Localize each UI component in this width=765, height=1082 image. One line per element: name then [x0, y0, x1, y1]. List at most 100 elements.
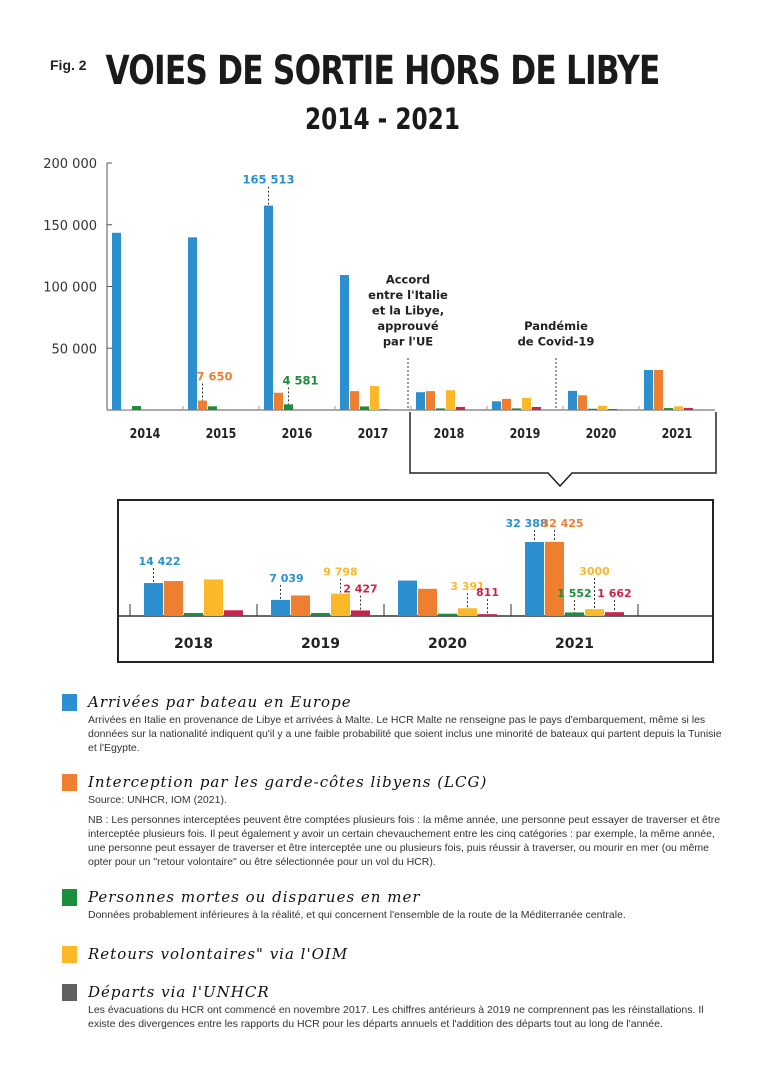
bar-2017-series-1: [350, 391, 359, 410]
annotation-text: Pandémie: [524, 319, 588, 333]
detail-bar-2020-series-1: [418, 588, 437, 616]
bar-2016-series-1: [274, 392, 283, 410]
figure-label: Fig. 2: [50, 57, 87, 73]
bar-2015-series-1: [198, 400, 207, 410]
bar-2020-series-3: [598, 405, 607, 410]
y-tick-label: 100 000: [43, 281, 97, 296]
detail-bar-2019-series-3: [331, 593, 350, 616]
bar-2015-series-0: [188, 237, 197, 410]
annotation-text: entre l'Italie: [368, 288, 448, 302]
annotation-text: par l'UE: [383, 335, 433, 349]
legend-item-unhcr-departures: Départs via l'UNHCR Les évacuations du H…: [62, 982, 727, 1031]
bar-2019-series-1: [502, 398, 511, 410]
legend-title: Arrivées par bateau en Europe: [88, 693, 352, 711]
bar-2019-series-2: [512, 408, 521, 410]
bar-2018-series-4: [456, 406, 465, 410]
detail-bar-2020-series-4: [478, 614, 497, 616]
detail-bar-2020-series-2: [438, 613, 457, 616]
chart-title: VOIES DE SORTIE HORS DE LIBYE: [105, 48, 660, 94]
detail-bar-2018-series-4: [224, 610, 243, 616]
annotation-text: Accord: [386, 273, 430, 287]
data-label: 165 513: [242, 173, 294, 187]
bar-2018-series-3: [446, 390, 455, 410]
data-label: 7 650: [196, 370, 232, 384]
legend-swatch: [62, 984, 77, 1001]
bar-2020-series-0: [568, 390, 577, 410]
legend-swatch: [62, 889, 77, 906]
legend-body: Les évacuations du HCR ont commencé en n…: [88, 1004, 704, 1030]
detail-bar-2018-series-1: [164, 581, 183, 616]
detail-frame: [117, 499, 714, 663]
bar-2020-series-1: [578, 395, 587, 410]
legend-body: NB : Les personnes interceptées peuvent …: [88, 814, 721, 868]
bar-2016-series-0: [264, 205, 273, 410]
legend-swatch: [62, 694, 77, 711]
detail-bar-2021-series-1: [545, 541, 564, 616]
x-tick-label: 2014: [130, 426, 161, 441]
annotation-text: et la Libye,: [372, 304, 444, 318]
x-tick-label: 2015: [206, 426, 237, 441]
detail-bar-2019-series-0: [271, 599, 290, 616]
bar-2017-series-4: [380, 409, 389, 410]
y-tick-label: 50 000: [52, 342, 98, 357]
legend-item-arrivals: Arrivées par bateau en Europe Arrivées e…: [62, 692, 727, 755]
annotation-text: de Covid-19: [518, 335, 595, 349]
legend-body: Données probablement inférieures à la ré…: [88, 909, 626, 921]
bar-2018-series-1: [426, 391, 435, 410]
detail-data-label: 1 552: [557, 587, 591, 600]
detail-bar-2021-series-2: [565, 612, 584, 616]
detail-data-label: 2 427: [343, 582, 377, 595]
legend-item-interception: Interception par les garde-côtes libyens…: [62, 772, 727, 869]
legend-swatch: [62, 774, 77, 791]
bar-2014-series-0: [112, 232, 121, 410]
legend-swatch: [62, 946, 77, 963]
zoom-bracket: [409, 412, 717, 488]
detail-x-tick-label: 2021: [555, 636, 594, 652]
data-label: 4 581: [282, 373, 318, 387]
detail-bar-2018-series-3: [204, 579, 223, 616]
x-tick-label: 2018: [434, 426, 465, 441]
bar-2021-series-4: [684, 407, 693, 410]
legend-title: Retours volontaires" via l'OIM: [88, 945, 349, 963]
bar-2014-series-2: [132, 406, 141, 410]
detail-bar-2020-series-0: [398, 580, 417, 616]
bar-2019-series-0: [492, 401, 501, 410]
legend-title: Personnes mortes ou disparues en mer: [88, 888, 421, 906]
detail-data-label: 14 422: [138, 555, 180, 568]
detail-x-tick-label: 2020: [428, 636, 467, 652]
detail-bar-2018-series-2: [184, 613, 203, 616]
bar-2021-series-3: [674, 406, 683, 410]
detail-data-label: 1 662: [597, 587, 631, 600]
legend-title: Départs via l'UNHCR: [88, 983, 270, 1001]
bar-2021-series-1: [654, 369, 663, 410]
bar-2020-series-4: [608, 408, 617, 410]
bar-2020-series-2: [588, 408, 597, 410]
legend-item-deaths: Personnes mortes ou disparues en mer Don…: [62, 887, 727, 922]
x-tick-label: 2020: [586, 426, 617, 441]
bar-2017-series-0: [340, 275, 349, 410]
bar-2018-series-2: [436, 408, 445, 410]
detail-bar-2019-series-2: [311, 613, 330, 616]
detail-x-tick-label: 2018: [174, 636, 213, 652]
detail-bar-2021-series-3: [585, 609, 604, 616]
detail-data-label: 32 425: [541, 517, 583, 530]
detail-x-tick-label: 2019: [301, 636, 340, 652]
detail-data-label: 3000: [579, 565, 610, 578]
detail-data-label: 32 388: [505, 517, 547, 530]
bar-2016-series-2: [284, 404, 293, 410]
legend-item-voluntary-returns: Retours volontaires" via l'OIM: [62, 944, 727, 964]
chart-subtitle: 2014 - 2021: [305, 102, 460, 136]
detail-data-label: 811: [476, 586, 499, 599]
y-tick-label: 150 000: [43, 219, 97, 234]
bar-2021-series-2: [664, 408, 673, 410]
bar-2019-series-4: [532, 407, 541, 410]
detail-bar-2019-series-1: [291, 595, 310, 616]
detail-bar-2020-series-3: [458, 608, 477, 616]
detail-bar-2018-series-0: [144, 583, 163, 616]
x-tick-label: 2017: [358, 426, 389, 441]
detail-data-label: 7 039: [269, 572, 303, 585]
legend-body: Arrivées en Italie en provenance de Liby…: [88, 714, 722, 754]
x-tick-label: 2019: [510, 426, 541, 441]
